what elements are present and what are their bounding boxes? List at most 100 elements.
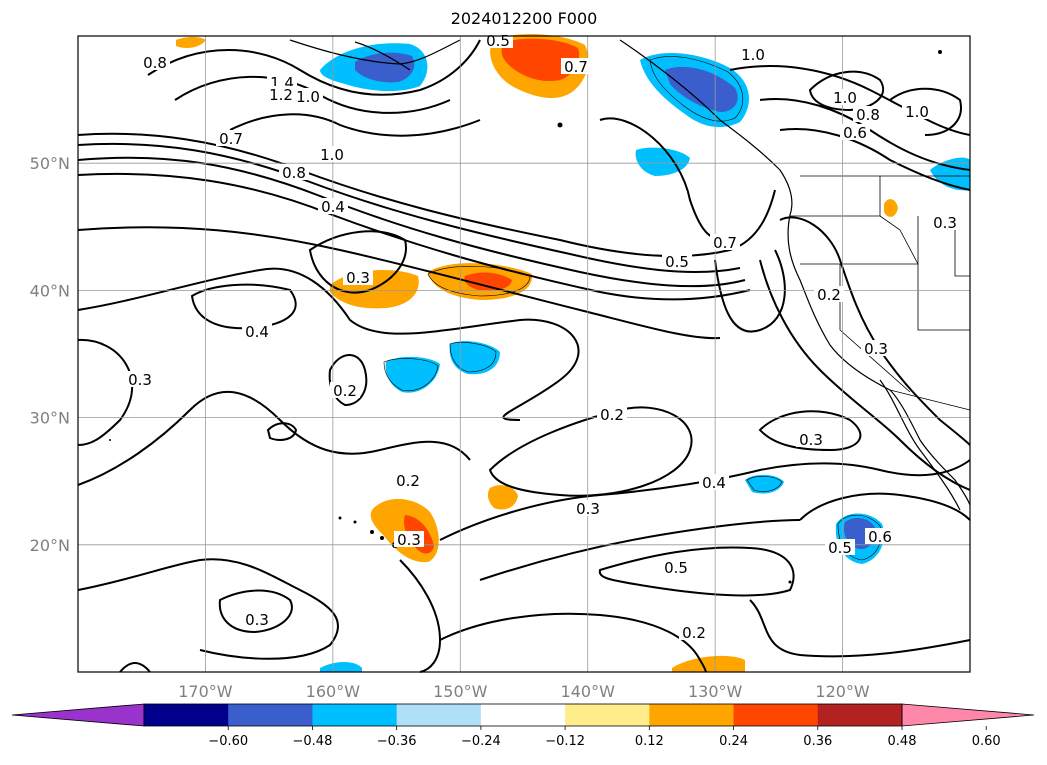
contour-label-bg (825, 539, 855, 555)
cool-patch (449, 341, 500, 375)
contour-label: 0.3 (397, 531, 421, 549)
contour-label: 0.2 (600, 406, 624, 424)
latitude-label: 30°N (30, 409, 70, 428)
contour (599, 117, 721, 240)
contour-label: 0.2 (333, 382, 357, 400)
contour-label: 0.5 (665, 253, 689, 271)
contour-label: 0.2 (817, 286, 841, 304)
contour-label-bg (394, 531, 424, 547)
contour (598, 546, 795, 597)
contour-label-bg (242, 611, 272, 627)
contour (479, 519, 801, 581)
contour-label: 0.7 (564, 58, 588, 76)
longitude-label: 130°W (688, 682, 743, 701)
longitude-label: 120°W (815, 682, 870, 701)
contour-label-bg (796, 431, 826, 447)
contour-label-bg (279, 164, 309, 180)
contour-label: 0.7 (713, 234, 737, 252)
contour (77, 267, 580, 421)
border-state (917, 264, 970, 331)
contour-label: 1.0 (320, 146, 344, 164)
coast-baja (879, 379, 961, 511)
contour-label: 0.3 (864, 340, 888, 358)
colorbar: −0.60 −0.48 −0.36 −0.24 −0.12 0.12 0.24 0.36 0.4… (11, 703, 1035, 749)
colorbar-segment (480, 704, 566, 726)
contour-label-bg (318, 198, 348, 214)
contour (77, 172, 751, 301)
colorbar-segment (312, 704, 398, 726)
contour (77, 156, 746, 288)
contour-labels: 0.81.41.2 1.00.50.71.01.00.8 1.00.60.71.00… (125, 32, 960, 642)
cool-core (665, 66, 738, 112)
contour-label-bg (125, 371, 155, 387)
contour (77, 391, 471, 486)
colorbar-segment (144, 704, 229, 726)
colorbar-segment (396, 704, 482, 726)
contour (218, 589, 293, 634)
contour (266, 422, 298, 441)
contour-label: 1.2 (269, 86, 293, 104)
contour-label-bg (661, 559, 691, 575)
map-frame (77, 35, 971, 673)
colorbar-tick-label: 0.36 (803, 734, 832, 749)
contour (229, 113, 481, 137)
contour (799, 492, 971, 521)
contour-label: 1.0 (296, 88, 320, 106)
longitude-label: 140°W (561, 682, 616, 701)
contour-label: 0.3 (245, 611, 269, 629)
border-mexico (889, 389, 971, 411)
longitude-labels: 170°W 160°W 150°W 140°W 130°W 120°W (178, 682, 870, 701)
contour-label-bg (393, 472, 423, 488)
contour (758, 410, 862, 452)
contour-label: 0.8 (143, 54, 167, 72)
cool-patch (320, 662, 362, 672)
latitude-label: 40°N (30, 281, 70, 300)
map-panel: 0.81.41.2 1.00.50.71.01.00.8 1.00.60.71.00… (77, 32, 971, 673)
colorbar-tick-label: −0.60 (208, 734, 248, 749)
contour-label-bg (738, 46, 768, 62)
warm-core (464, 272, 512, 291)
colorbar-extend-low (11, 703, 145, 727)
contour-label: 0.5 (486, 32, 510, 50)
colorbar-extend-high (901, 703, 1035, 727)
contour-label: 0.8 (282, 164, 306, 182)
longitude-label: 150°W (433, 682, 488, 701)
contour-label-bg (814, 286, 844, 302)
contour (779, 128, 971, 191)
contour-label: 0.3 (346, 269, 370, 287)
contour-label: 1.0 (833, 89, 857, 107)
contour-label-bg (861, 340, 891, 356)
coast-north-america (619, 39, 971, 506)
colorbar-tick-label: −0.24 (461, 734, 501, 749)
contour-label-bg (662, 253, 692, 269)
outline (383, 358, 439, 392)
contour-label-bg (710, 234, 740, 250)
contour-label-bg (830, 89, 860, 105)
contour-label: 1.0 (741, 46, 765, 64)
contour (77, 226, 721, 340)
warm-patch (672, 655, 745, 672)
contour-label-bg (266, 86, 296, 102)
contour (77, 338, 133, 446)
political-borders (790, 175, 971, 411)
outline (746, 476, 783, 492)
colorbar-tick-label: −0.48 (293, 734, 333, 749)
latitude-label: 50°N (30, 154, 70, 173)
outline (449, 342, 497, 373)
contour-label-bg (293, 88, 323, 104)
contour-label: 0.8 (856, 106, 880, 124)
contour (714, 249, 786, 333)
contour-label-bg (140, 54, 170, 70)
contour-label: 0.5 (664, 559, 688, 577)
cool-patch (745, 474, 784, 494)
contour-label: 0.2 (682, 624, 706, 642)
contour-label-bg (853, 106, 883, 122)
colorbar-tick-label: 0.24 (719, 734, 748, 749)
colorbar-frame (143, 703, 903, 727)
contour-label: 0.3 (799, 431, 823, 449)
contour (308, 230, 407, 294)
contour (439, 612, 707, 673)
map-background (78, 36, 970, 672)
contour-label: 0.6 (868, 528, 892, 546)
